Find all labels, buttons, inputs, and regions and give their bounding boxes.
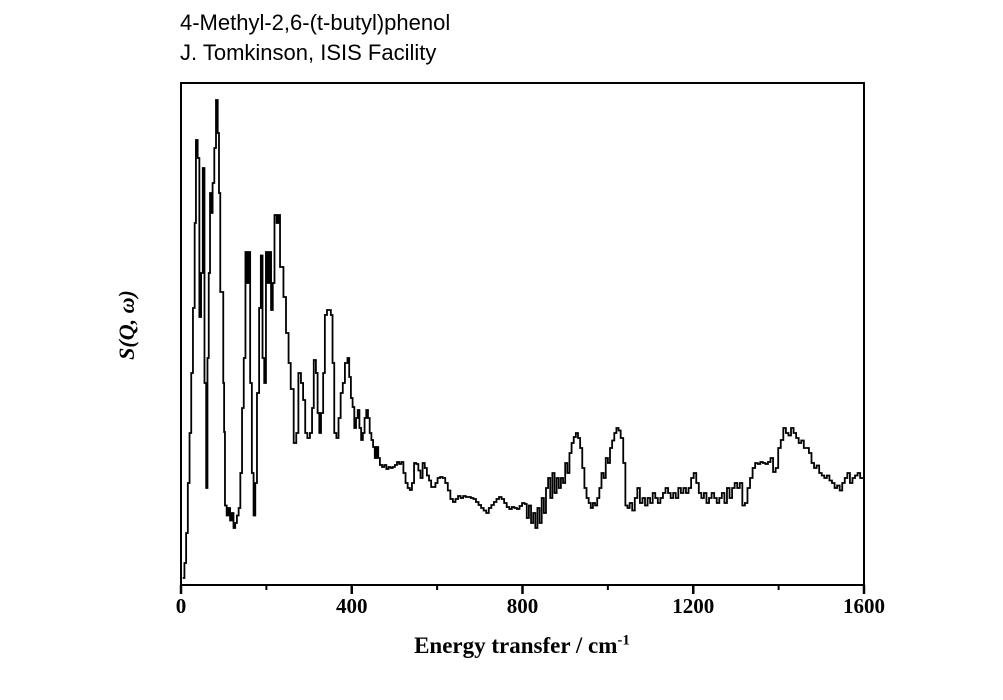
x-axis-ticks [179, 585, 866, 594]
plot-area [179, 82, 866, 594]
chart-subtitle: J. Tomkinson, ISIS Facility [180, 40, 437, 65]
plot-frame [180, 82, 865, 586]
spectrum-trace [182, 99, 864, 579]
x-axis-label: Energy transfer / cm-1 [414, 633, 630, 659]
x-tick-label: 400 [336, 594, 368, 618]
x-tick-label: 800 [506, 594, 539, 618]
x-tick-label: 1200 [672, 594, 715, 618]
x-tick-label: 0 [175, 594, 187, 618]
x-tick-label: 1600 [843, 594, 885, 618]
y-axis-label: S(Q, ω) [114, 290, 139, 360]
x-axis-label-text: Energy transfer / cm [414, 633, 618, 658]
chart-title: 4-Methyl-2,6-(t-butyl)phenol [180, 10, 451, 35]
x-axis-label-exponent: -1 [617, 632, 630, 649]
